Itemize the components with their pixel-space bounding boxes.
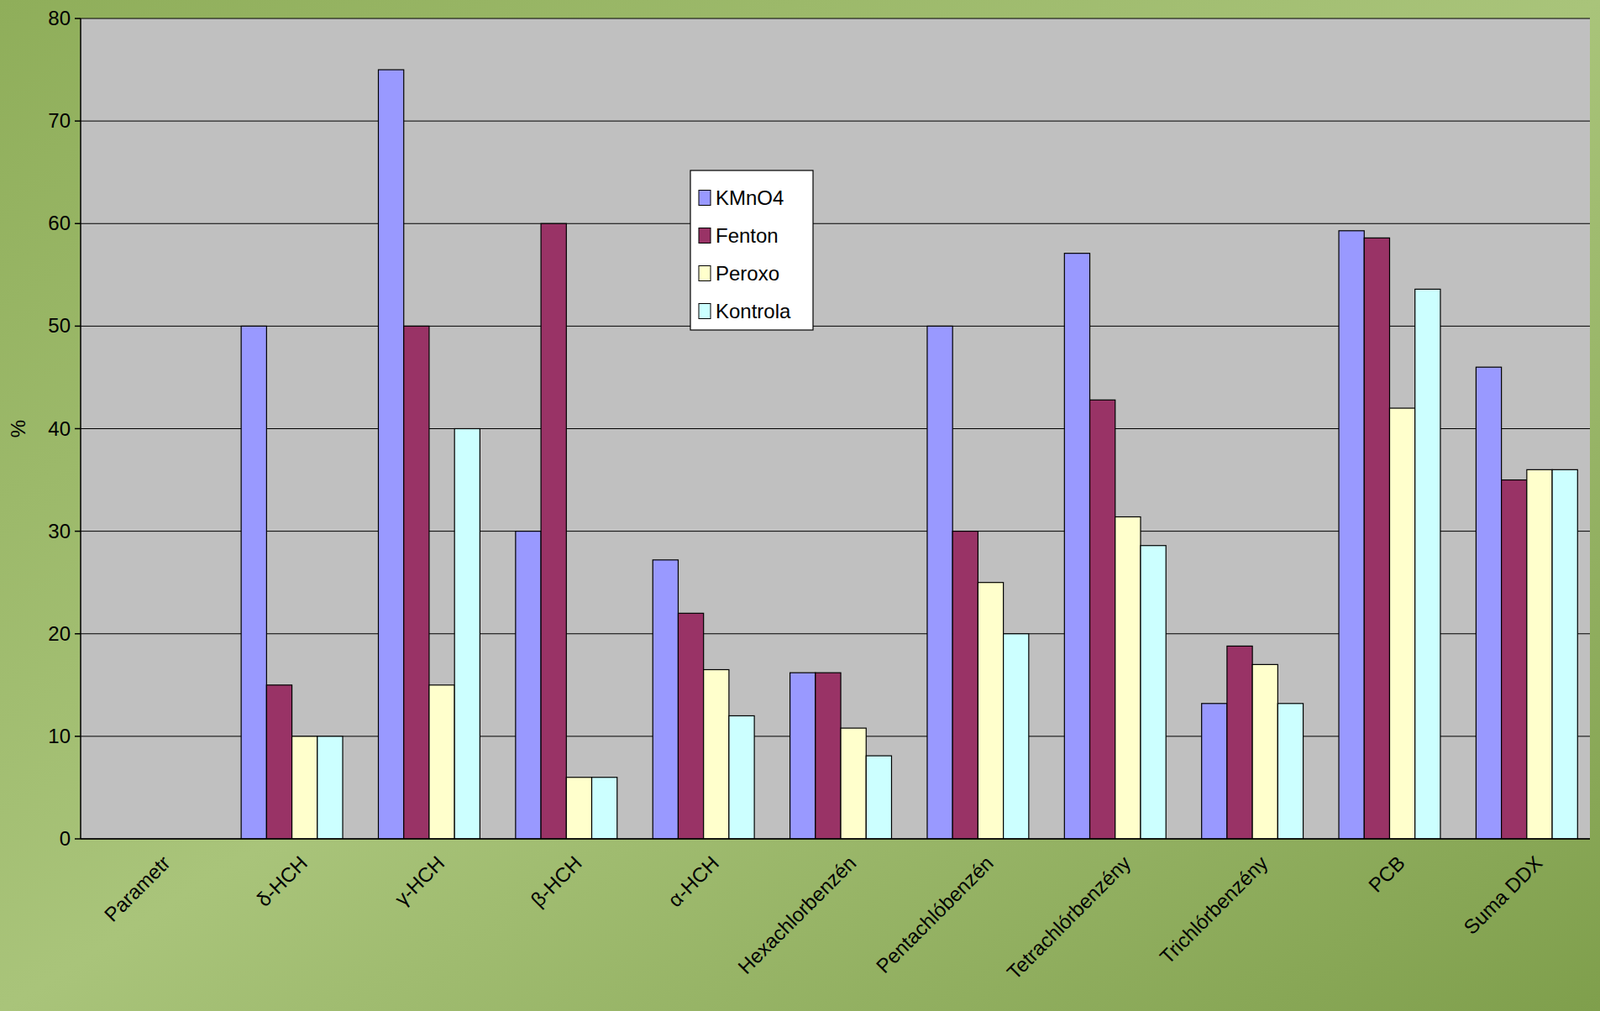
bar: [566, 777, 592, 840]
bar: [1140, 545, 1166, 840]
bar: [1552, 469, 1578, 840]
tick-mark: [74, 530, 81, 533]
bar: [292, 736, 318, 840]
legend-swatch: [698, 228, 711, 244]
category-label: δ-HCH: [251, 851, 312, 912]
legend-swatch: [698, 266, 711, 282]
bar: [927, 325, 953, 840]
bar: [815, 672, 841, 840]
bar: [429, 685, 455, 840]
bar: [790, 672, 816, 840]
grid-line: [80, 18, 1590, 20]
bar: [454, 429, 480, 840]
tick-mark: [74, 838, 81, 840]
tick-mark: [74, 428, 81, 431]
bar: [1475, 367, 1501, 840]
bar: [677, 613, 703, 840]
legend-label: KMnO4: [715, 186, 784, 210]
tick-mark: [74, 120, 81, 122]
tick-label: 10: [47, 724, 71, 748]
category-label: Parametr: [99, 851, 175, 927]
tick-label: 40: [47, 417, 71, 441]
category-label: Pentachlóbenzén: [871, 851, 998, 978]
bar: [652, 560, 678, 840]
tick-mark: [74, 735, 81, 738]
category-label: Tetrachlórbenzény: [1001, 851, 1135, 985]
bar: [1201, 703, 1228, 840]
bar: [1064, 253, 1090, 840]
bar: [1252, 664, 1278, 840]
tick-label: 30: [47, 519, 71, 543]
bar: [540, 223, 567, 840]
bar: [1338, 230, 1364, 840]
bar: [1090, 399, 1116, 840]
tick-label: 0: [59, 827, 71, 850]
background: [0, 0, 1600, 1011]
grid-line: [80, 120, 1590, 122]
category-label: γ-HCH: [389, 851, 449, 911]
bar: [1389, 408, 1415, 840]
bar: [1115, 517, 1141, 840]
bar: [266, 685, 292, 840]
tick-mark: [74, 17, 81, 20]
bar: [241, 325, 267, 840]
tick-label: 60: [47, 211, 71, 235]
bar: [1526, 469, 1553, 840]
tick-label: 20: [47, 622, 71, 646]
bar: [1363, 237, 1390, 840]
bar: [703, 669, 730, 840]
bars: [241, 69, 1578, 840]
bar: [952, 531, 978, 840]
tick-label: 70: [47, 109, 71, 132]
bar: [403, 325, 430, 840]
bar: [317, 736, 343, 840]
legend-swatch: [698, 304, 711, 320]
bar: [865, 755, 892, 840]
bar: [977, 582, 1003, 840]
grid-line: [80, 223, 1590, 225]
x-axis: [80, 838, 1590, 840]
tick-label: 50: [47, 314, 71, 337]
tick-mark: [74, 633, 81, 635]
bar: [840, 728, 866, 840]
bar: [1415, 288, 1441, 840]
bar: [1227, 645, 1253, 840]
category-label: Trichlórbenzény: [1154, 851, 1272, 969]
tick-label: 80: [47, 6, 71, 30]
plot-area: [80, 18, 1590, 840]
legend-label: Kontrola: [715, 299, 792, 323]
chart: 0 10 20 30 40 50 60 70 80% Parametr δ-HCH γ-HCH β-HC…: [0, 0, 1600, 1011]
bar: [515, 531, 541, 840]
bar: [592, 777, 618, 840]
axis-title: %: [6, 419, 30, 438]
category-label: Suma DDX: [1458, 851, 1547, 940]
bar: [1003, 634, 1029, 840]
legend-label: Peroxo: [715, 262, 780, 285]
bar: [729, 715, 755, 840]
tick-mark: [74, 325, 81, 328]
bar: [1277, 703, 1303, 840]
legend-swatch: [698, 190, 711, 206]
category-label: α-HCH: [663, 851, 724, 912]
legend-box: [690, 170, 814, 331]
legend: KMnO4 Fenton Peroxo Kontrola: [690, 170, 814, 331]
category-label: Hexachlorbenzén: [733, 851, 861, 979]
tick-mark: [74, 223, 81, 226]
category-label: β-HCH: [525, 851, 586, 912]
bar: [377, 69, 404, 840]
y-axis: [79, 18, 82, 840]
legend-label: Fenton: [715, 224, 779, 247]
category-label: PCB: [1363, 851, 1410, 898]
bar: [1501, 480, 1527, 840]
grid-line: [80, 839, 1590, 840]
